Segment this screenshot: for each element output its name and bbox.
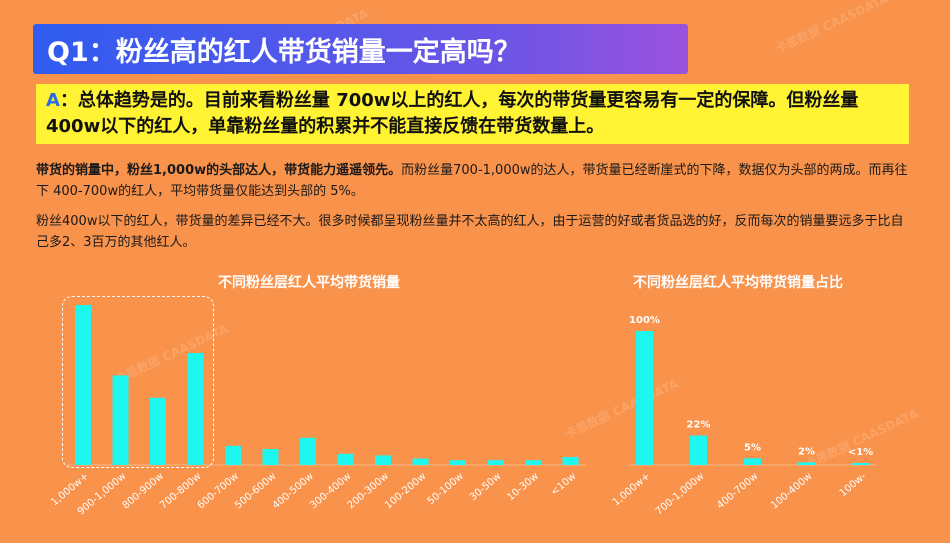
bar bbox=[798, 462, 815, 465]
answer-box: A：总体趋势是的。目前来看粉丝量 700w以上的红人，每次的带货量更容易有一定的… bbox=[36, 84, 909, 144]
bar bbox=[112, 375, 129, 465]
tick-label: 700-1,000w bbox=[654, 471, 707, 518]
bar bbox=[337, 453, 354, 465]
bar bbox=[690, 435, 707, 465]
paragraph-1-text: 而粉丝量700-1,000w的达人，带货量已经断崖式的下降，数据仅为头部的两成。… bbox=[36, 163, 908, 199]
bar bbox=[375, 455, 391, 465]
bar bbox=[300, 437, 316, 465]
bar bbox=[225, 445, 241, 465]
tick-label: 10-30w bbox=[505, 471, 541, 503]
bar bbox=[262, 449, 279, 465]
answer-label: A bbox=[46, 90, 60, 111]
paragraph-1-bold: 带货的销量中，粉丝1,000w的头部达人，带货能力遥遥领先。 bbox=[36, 163, 402, 178]
tick-label: 30-50w bbox=[468, 471, 504, 503]
tick-label: 50-100w bbox=[425, 471, 465, 507]
tick-label: <10w bbox=[549, 471, 579, 498]
bar bbox=[187, 353, 204, 465]
highlight-box bbox=[62, 296, 214, 468]
answer-text: ：总体趋势是的。目前来看粉丝量 700w以上的红人，每次的带货量更容易有一定的保… bbox=[46, 90, 859, 137]
bar bbox=[636, 331, 653, 465]
bar bbox=[150, 397, 166, 465]
data-label: 5% bbox=[744, 442, 761, 453]
bar bbox=[525, 460, 541, 465]
data-label: 100% bbox=[629, 315, 660, 326]
chart-2: 100% 1,000w+ 22% 700-1,000w 5% 400-700w 2% 100-… bbox=[611, 315, 877, 518]
data-label: 22% bbox=[687, 420, 711, 431]
chart-1-title: 不同粉丝层红人平均带货销量 bbox=[218, 275, 400, 291]
page-title: Q1：粉丝高的红人带货销量一定高吗？ bbox=[47, 36, 521, 68]
chart-1: 1,000w+900-1,000w800-900w700-800w600-700… bbox=[49, 305, 587, 518]
paragraph-1: 带货的销量中，粉丝1,000w的头部达人，带货能力遥遥领先。而粉丝量700-1,… bbox=[36, 160, 914, 202]
bar bbox=[852, 463, 869, 465]
bar bbox=[412, 458, 429, 465]
paragraph-2: 粉丝400w以下的红人，带货量的差异已经不大。很多时候都呈现粉丝量并不太高的红人… bbox=[36, 214, 904, 250]
title-bar: Q1：粉丝高的红人带货销量一定高吗？ bbox=[33, 24, 688, 74]
tick-label: 400-700w bbox=[715, 471, 760, 512]
chart-2-title: 不同粉丝层红人平均带货销量占比 bbox=[633, 275, 843, 291]
tick-label: 100-400w bbox=[769, 471, 814, 512]
data-label: <1% bbox=[848, 447, 873, 458]
bar bbox=[450, 460, 466, 465]
bar bbox=[562, 457, 579, 465]
data-label: 2% bbox=[798, 446, 815, 457]
bar bbox=[744, 458, 761, 465]
bar bbox=[75, 305, 91, 465]
tick-label: 1,000w+ bbox=[611, 471, 653, 508]
tick-label: 100w- bbox=[838, 471, 869, 500]
bar bbox=[487, 460, 504, 465]
tick-label: 100-200w bbox=[383, 471, 428, 512]
